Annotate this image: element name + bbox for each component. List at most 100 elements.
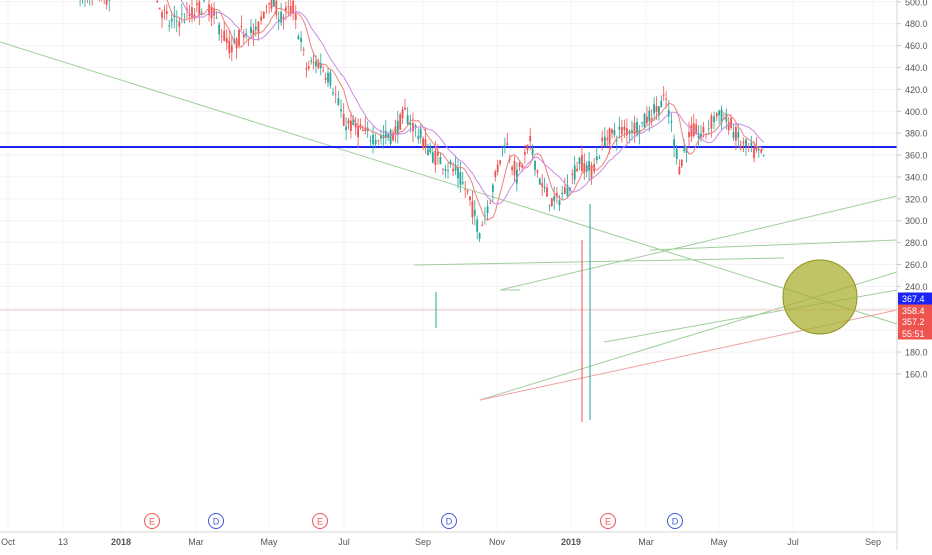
- candle-body: [658, 106, 660, 116]
- y-tick-label: 160.0: [905, 369, 928, 379]
- highlight-circle[interactable]: [782, 259, 858, 335]
- candle-body: [496, 164, 499, 172]
- x-tick-label: Mar: [638, 537, 654, 547]
- candle-body: [511, 166, 513, 170]
- candle-body: [183, 21, 186, 23]
- candle-body: [581, 155, 583, 172]
- candle-body: [315, 61, 317, 67]
- candle-body: [180, 14, 183, 15]
- candle-body: [300, 37, 302, 43]
- candle-body: [396, 120, 399, 136]
- candle-body: [312, 62, 315, 64]
- trendline[interactable]: [649, 239, 898, 251]
- price-label: 358.4: [902, 306, 925, 316]
- trendline[interactable]: [0, 41, 898, 325]
- candle-body: [481, 225, 484, 227]
- candle-body: [196, 3, 198, 5]
- candle-body: [156, 0, 159, 3]
- candle-body: [350, 120, 352, 131]
- earnings-marker[interactable]: [312, 513, 328, 529]
- moving-average-slow: [180, 0, 764, 205]
- candle-body: [260, 16, 263, 21]
- candle-body: [442, 168, 444, 170]
- candle-body: [317, 60, 320, 68]
- candle-body: [561, 192, 564, 195]
- candle-body: [653, 104, 655, 114]
- candle-body: [292, 0, 294, 14]
- event-marker-label: D: [672, 517, 679, 527]
- event-marker-label: D: [446, 517, 453, 527]
- candle-body: [583, 163, 586, 174]
- candle-body: [745, 139, 747, 147]
- candle-body: [598, 157, 601, 159]
- candle-body: [720, 109, 723, 124]
- trendline[interactable]: [413, 257, 785, 266]
- candle-body: [340, 109, 342, 112]
- x-tick-label: 13: [58, 537, 68, 547]
- dividend-marker[interactable]: [208, 513, 224, 529]
- candle-body: [548, 204, 551, 206]
- candle-body: [486, 206, 489, 214]
- candle-body: [193, 14, 196, 19]
- candle-body: [347, 120, 350, 124]
- candle-body: [178, 21, 181, 27]
- candle-body: [374, 140, 377, 144]
- candle-body: [282, 16, 285, 20]
- candle-body: [431, 152, 434, 163]
- candle-body: [633, 122, 636, 135]
- candle-body: [646, 116, 648, 123]
- y-tick-label: 360.0: [905, 151, 928, 161]
- x-tick-label: Nov: [489, 537, 506, 547]
- candle-body: [401, 109, 404, 119]
- candle-body: [240, 25, 243, 28]
- candle-body: [747, 146, 750, 148]
- candle-body: [305, 68, 308, 70]
- candle-body: [521, 164, 524, 168]
- moving-average-fast: [166, 0, 764, 221]
- candle-body: [429, 147, 432, 153]
- candle-body: [735, 126, 737, 141]
- dividend-marker[interactable]: [441, 513, 457, 529]
- candle-body: [662, 94, 665, 96]
- candle-body: [678, 166, 681, 175]
- candle-body: [501, 145, 504, 147]
- candle-body: [688, 132, 690, 138]
- candle-body: [406, 115, 409, 125]
- x-tick-label: May: [260, 537, 278, 547]
- candle-body: [683, 148, 686, 151]
- candle-body: [506, 143, 509, 145]
- candle-body: [558, 200, 561, 206]
- y-tick-label: 420.0: [905, 85, 928, 95]
- price-label-box: [898, 292, 932, 305]
- dividend-marker[interactable]: [667, 513, 683, 529]
- candle-body: [436, 151, 439, 156]
- candle-body: [262, 11, 265, 19]
- candle-body: [755, 146, 758, 151]
- candle-body: [218, 24, 221, 35]
- candle-body: [337, 98, 340, 105]
- candle-body: [603, 136, 606, 147]
- candle-body: [550, 197, 553, 207]
- candle-body: [332, 92, 334, 94]
- candle-body: [268, 2, 270, 5]
- trendline[interactable]: [499, 195, 898, 291]
- candle-body: [161, 12, 163, 18]
- earnings-marker[interactable]: [600, 513, 616, 529]
- candle-body: [329, 72, 332, 86]
- candle-body: [399, 114, 402, 130]
- price-label-box: [898, 304, 932, 317]
- candle-body: [225, 37, 228, 43]
- candle-body: [354, 123, 357, 128]
- candle-body: [208, 4, 210, 16]
- candle-body: [750, 142, 753, 146]
- candle-body: [499, 160, 501, 164]
- candle-body: [210, 7, 213, 19]
- earnings-marker[interactable]: [144, 513, 160, 529]
- candle-body: [710, 115, 713, 129]
- candle-body: [464, 189, 467, 191]
- candle-body: [289, 6, 292, 14]
- candle-body: [727, 122, 730, 131]
- candle-body: [424, 139, 427, 148]
- candle-body: [573, 165, 576, 180]
